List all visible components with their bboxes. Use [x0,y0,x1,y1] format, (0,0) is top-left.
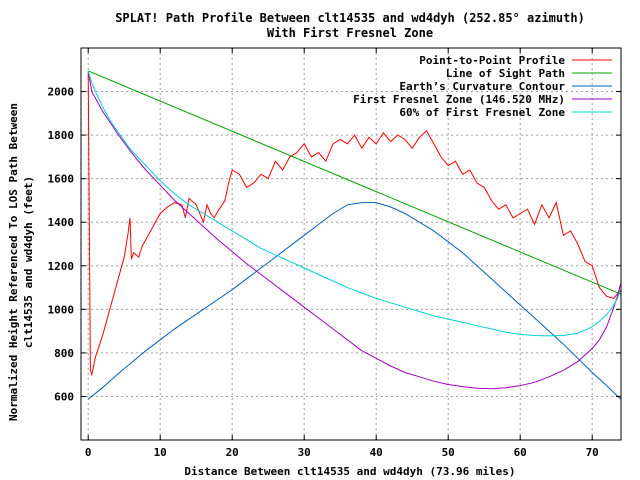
legend-label-3: First Fresnel Zone (146.520 MHz) [353,93,565,106]
legend-label-2: Earth’s Curvature Contour [399,80,565,93]
x-tick-label: 50 [442,446,455,459]
series-line-4 [87,70,622,337]
y-axis-label-line1: Normalized Height Referenced To LOS Path… [7,103,20,421]
y-tick-label: 2000 [48,86,75,99]
chart-title: SPLAT! Path Profile Between clt14535 and… [115,11,585,25]
y-tick-label: 1200 [48,260,75,273]
legend-label-4: 60% of First Fresnel Zone [399,106,565,119]
grid [81,48,621,440]
plot-frame [80,47,622,441]
chart-subtitle: With First Fresnel Zone [267,26,433,40]
x-tick-label: 30 [298,446,311,459]
x-tick-label: 10 [154,446,167,459]
y-tick-label: 1400 [48,216,75,229]
series-line-0 [87,71,622,377]
y-tick-label: 600 [54,390,74,403]
legend-label-0: Point-to-Point Profile [419,54,565,67]
y-axis-label-line2: clt14535 and wd4dyh (feet) [22,176,35,348]
series-line-1 [88,70,621,295]
tick-labels: 0 10 20 30 40 50 60 70 600 800 1000 1200 1400 1600 180… [48,86,599,459]
x-axis-label: Distance Between clt14535 and wd4dyh (73… [184,465,515,478]
x-tick-label: 0 [85,446,92,459]
y-tick-label: 1600 [48,173,75,186]
ticks [81,48,621,440]
x-tick-label: 40 [370,446,383,459]
y-tick-label: 800 [54,347,74,360]
x-tick-label: 70 [586,446,599,459]
y-tick-label: 1800 [48,129,75,142]
x-tick-label: 60 [514,446,527,459]
x-tick-label: 20 [226,446,239,459]
y-tick-label: 1000 [48,303,75,316]
series-layer [87,70,622,400]
series-line-2 [87,202,622,400]
series-line-3 [87,70,622,390]
legend-label-1: Line of Sight Path [446,67,565,80]
